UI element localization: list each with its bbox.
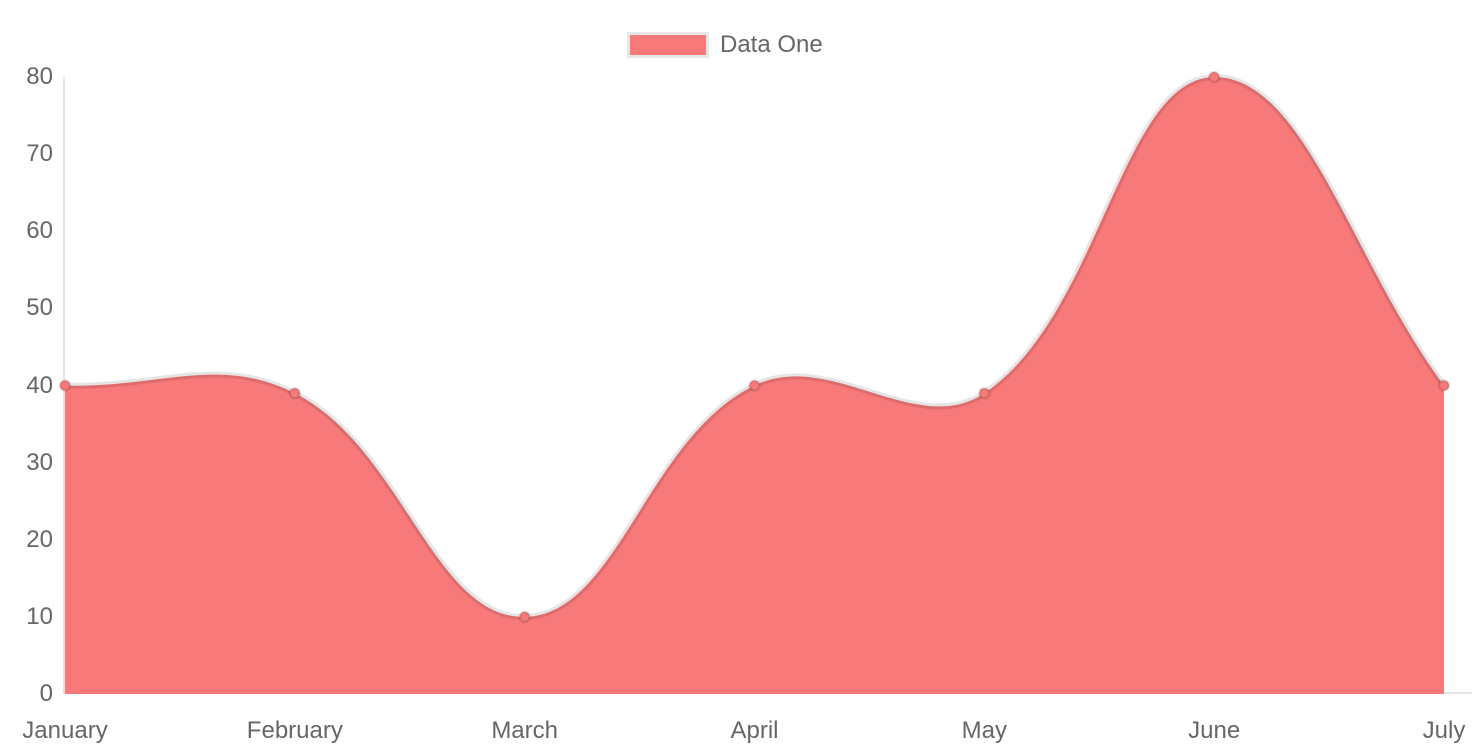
legend-item-data-one[interactable]: Data One <box>627 32 823 58</box>
x-tick-label-january: January <box>22 717 108 744</box>
series-line-data-one <box>62 74 1447 620</box>
x-tick-label-july: July <box>1422 717 1466 744</box>
y-tick-label-0: 0 <box>39 680 53 707</box>
y-tick-label-70: 70 <box>26 140 53 168</box>
x-tick-label-june: June <box>1188 717 1241 744</box>
y-tick-label-40: 40 <box>26 371 53 399</box>
y-tick-label-30: 30 <box>26 448 53 476</box>
y-tick-label-80: 80 <box>26 63 53 90</box>
data-point-may[interactable] <box>978 386 991 400</box>
x-tick-label-february: February <box>246 717 343 744</box>
data-point-march[interactable] <box>518 610 531 624</box>
y-tick-label-50: 50 <box>26 294 53 322</box>
data-point-january[interactable] <box>58 379 72 392</box>
x-tick-label-march: March <box>491 717 558 744</box>
data-point-april[interactable] <box>748 379 761 392</box>
x-tick-label-may: May <box>961 717 1007 744</box>
data-point-july[interactable] <box>1437 379 1451 392</box>
legend-label: Data One <box>720 31 823 58</box>
x-tick-label-april: April <box>730 717 779 744</box>
data-point-june[interactable] <box>1207 70 1221 84</box>
legend-swatch <box>627 32 709 58</box>
y-tick-label-10: 10 <box>26 602 53 630</box>
y-tick-label-60: 60 <box>26 217 53 245</box>
y-tick-label-20: 20 <box>26 525 53 553</box>
data-point-february[interactable] <box>288 386 302 400</box>
